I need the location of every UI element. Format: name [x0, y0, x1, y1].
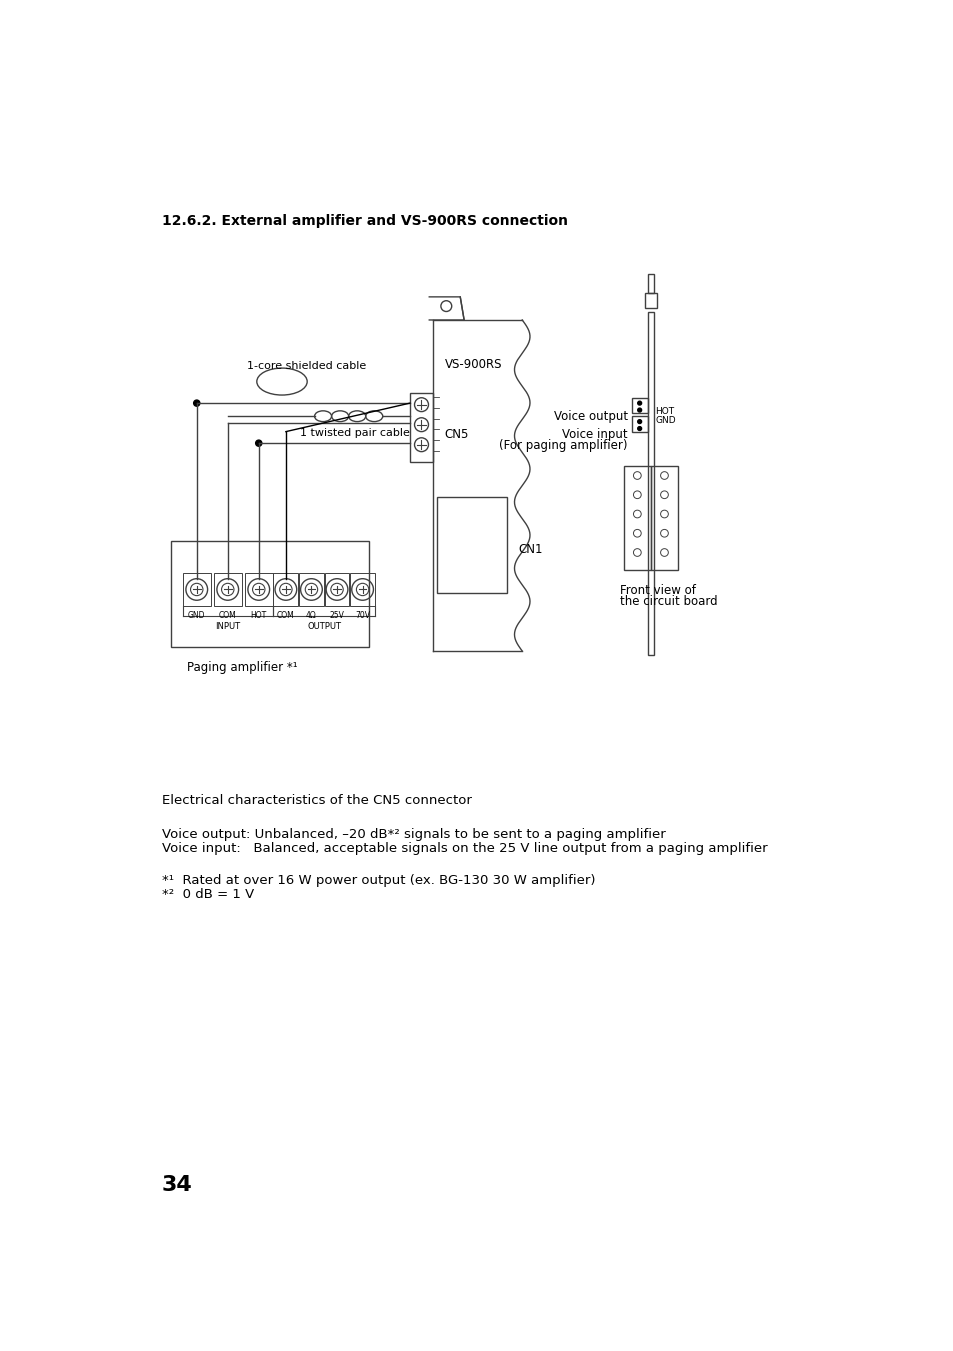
Text: VS-900RS: VS-900RS	[444, 358, 501, 372]
Text: *¹  Rated at over 16 W power output (ex. BG-130 30 W amplifier): *¹ Rated at over 16 W power output (ex. …	[162, 874, 595, 888]
Text: GND: GND	[188, 611, 205, 620]
Text: Front view of: Front view of	[619, 584, 695, 597]
Text: 25V: 25V	[329, 611, 344, 620]
Text: *²  0 dB = 1 V: *² 0 dB = 1 V	[162, 888, 253, 901]
Bar	[436, 497, 506, 593]
Circle shape	[637, 401, 641, 405]
Circle shape	[637, 420, 641, 423]
Bar	[324, 573, 349, 607]
Text: Voice output: Unbalanced, –20 dB*² signals to be sent to a paging amplifier: Voice output: Unbalanced, –20 dB*² signa…	[162, 828, 665, 842]
Text: GND: GND	[655, 416, 676, 426]
Bar	[245, 573, 273, 607]
Text: Voice input: Voice input	[561, 428, 627, 440]
Text: HOT: HOT	[655, 407, 674, 416]
Text: Electrical characteristics of the CN5 connector: Electrical characteristics of the CN5 co…	[162, 793, 471, 807]
Text: 1 twisted pair cable: 1 twisted pair cable	[299, 428, 409, 438]
Text: the circuit board: the circuit board	[619, 594, 717, 608]
Bar	[647, 274, 654, 293]
Text: 1-core shielded cable: 1-core shielded cable	[247, 361, 366, 370]
Bar	[171, 540, 369, 647]
Bar	[647, 312, 654, 655]
Circle shape	[255, 440, 261, 446]
Text: (For paging amplifier): (For paging amplifier)	[498, 439, 627, 453]
Bar	[650, 466, 678, 570]
Bar	[350, 573, 375, 607]
Text: INPUT: INPUT	[215, 621, 240, 631]
Circle shape	[193, 400, 199, 407]
Bar	[274, 573, 298, 607]
Text: COM: COM	[218, 611, 236, 620]
Bar	[183, 573, 211, 607]
Circle shape	[637, 427, 641, 431]
Bar	[410, 393, 433, 462]
Text: COM: COM	[276, 611, 294, 620]
Text: 70V: 70V	[355, 611, 370, 620]
Text: HOT: HOT	[251, 611, 267, 620]
Text: CN5: CN5	[444, 428, 469, 440]
Bar	[213, 573, 241, 607]
Bar	[298, 573, 323, 607]
Bar	[631, 397, 647, 413]
Text: 34: 34	[162, 1174, 193, 1194]
Text: 12.6.2. External amplifier and VS-900RS connection: 12.6.2. External amplifier and VS-900RS …	[162, 215, 567, 228]
Text: OUTPUT: OUTPUT	[307, 621, 341, 631]
Bar	[623, 466, 650, 570]
Bar	[644, 293, 657, 308]
Text: Voice input:   Balanced, acceptable signals on the 25 V line output from a pagin: Voice input: Balanced, acceptable signal…	[162, 842, 767, 855]
Text: Voice output: Voice output	[553, 411, 627, 423]
Bar	[631, 416, 647, 431]
Text: Paging amplifier *¹: Paging amplifier *¹	[187, 661, 297, 674]
Circle shape	[637, 408, 641, 412]
Text: 4Ω: 4Ω	[306, 611, 316, 620]
Text: CN1: CN1	[517, 543, 542, 557]
